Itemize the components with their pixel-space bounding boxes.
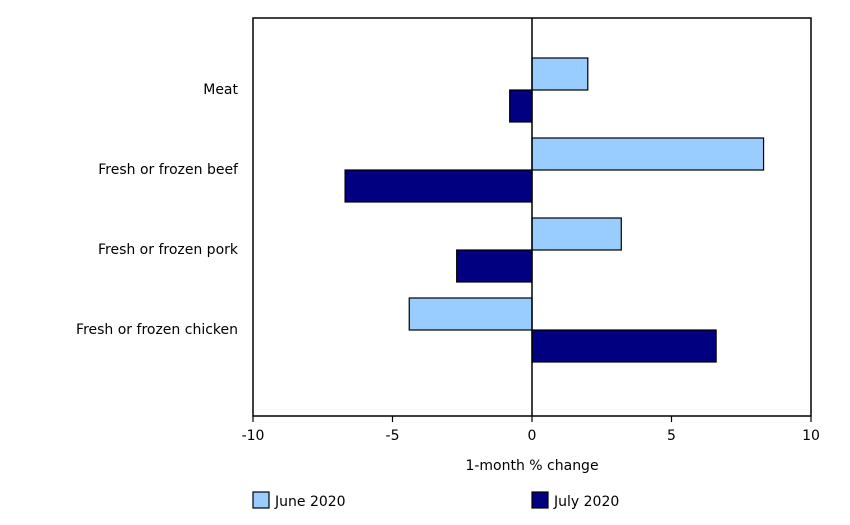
- legend-swatch: [252, 491, 270, 509]
- bar-july-0: [509, 89, 533, 123]
- legend-label: July 2020: [553, 494, 619, 510]
- bar-july-1: [344, 169, 533, 203]
- legend-label: June 2020: [274, 494, 346, 510]
- x-tick-label: -5: [386, 428, 400, 444]
- legend: June 2020 July 2020: [252, 491, 619, 510]
- x-axis-title: 1-month % change: [465, 458, 598, 474]
- bar-june-1: [531, 137, 765, 171]
- x-tick-label: -10: [242, 428, 265, 444]
- category-label: Meat: [203, 82, 238, 98]
- x-axis-ticks: -10 -5 0 5 10: [242, 416, 820, 444]
- x-tick-label: 0: [528, 428, 537, 444]
- bar-june-3: [408, 297, 533, 331]
- category-label: Fresh or frozen beef: [98, 162, 239, 178]
- category-label: Fresh or frozen pork: [98, 242, 239, 258]
- x-tick-label: 5: [667, 428, 676, 444]
- bar-july-2: [456, 249, 533, 283]
- category-labels: Meat Fresh or frozen beef Fresh or frozen …: [76, 82, 239, 338]
- bar-july-3: [531, 329, 717, 363]
- bar-june-0: [531, 57, 589, 91]
- legend-swatch: [531, 491, 549, 509]
- x-tick-label: 10: [802, 428, 820, 444]
- category-label: Fresh or frozen chicken: [76, 322, 238, 338]
- bar-june-2: [531, 217, 622, 251]
- bars-group: [344, 57, 765, 363]
